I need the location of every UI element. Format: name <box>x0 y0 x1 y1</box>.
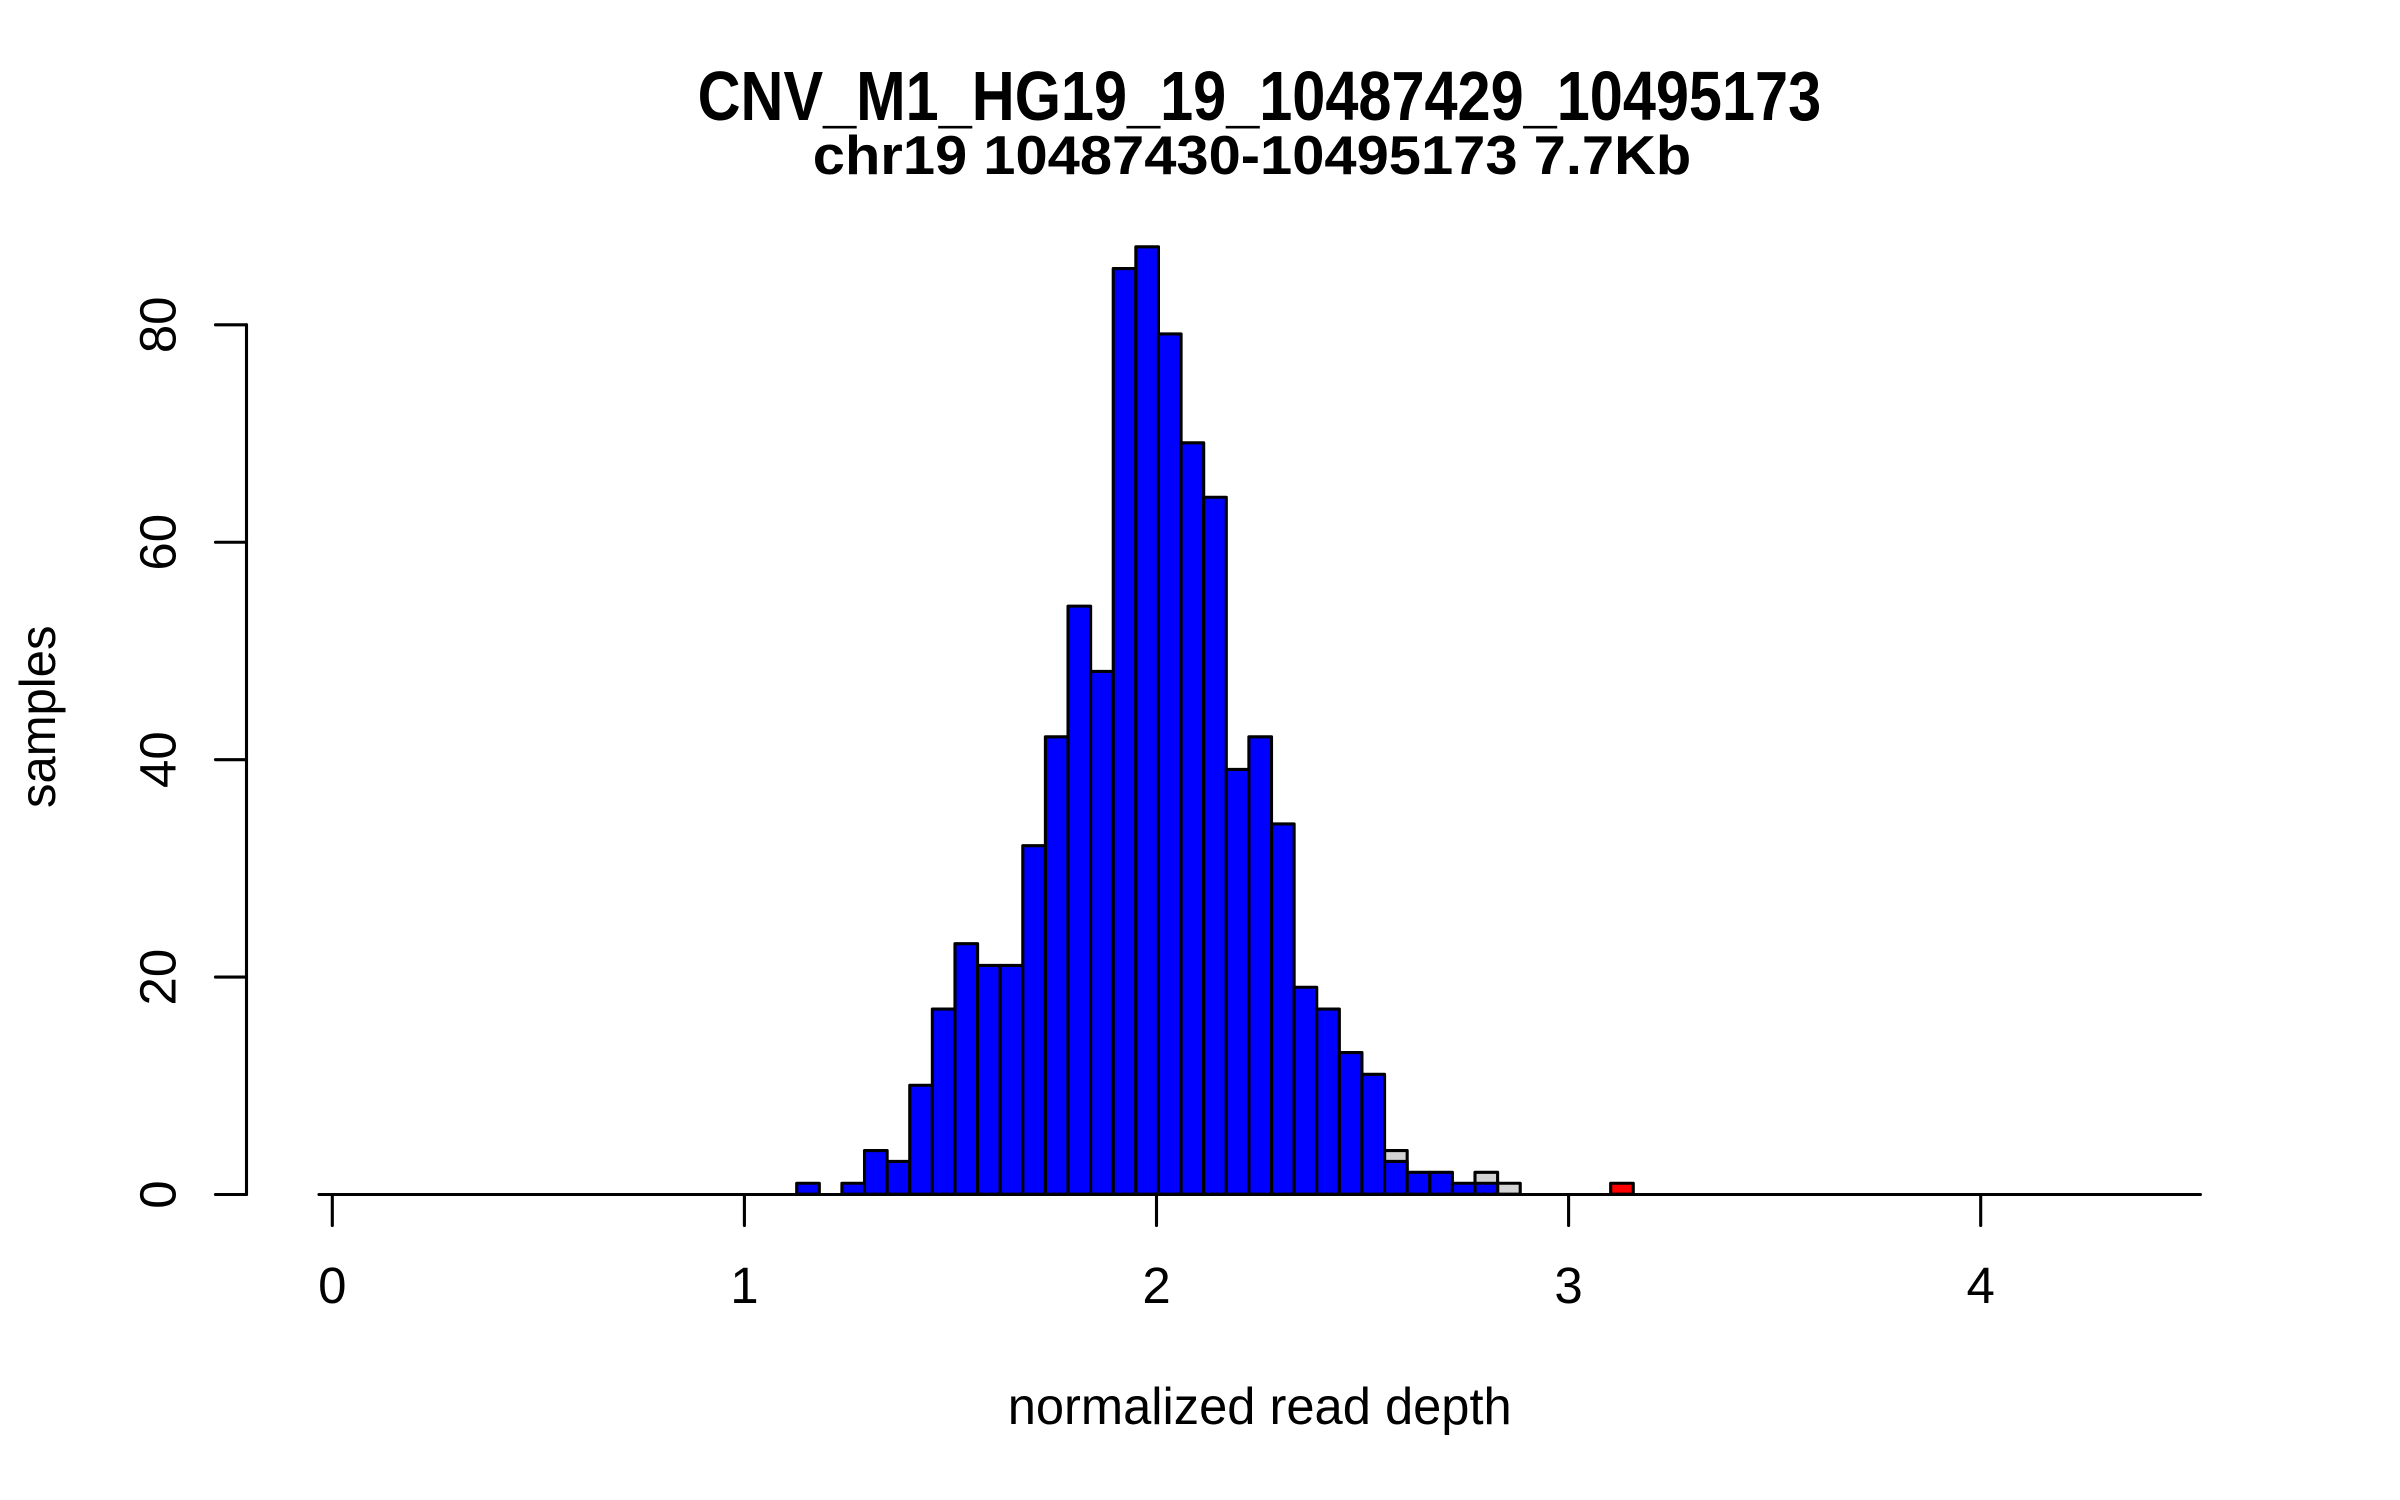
svg-text:4: 4 <box>1967 1257 1995 1314</box>
svg-text:chr19 10487430-10495173 7.7Kb: chr19 10487430-10495173 7.7Kb <box>813 124 1692 186</box>
svg-text:20: 20 <box>129 949 186 1006</box>
svg-text:1: 1 <box>730 1257 758 1314</box>
svg-text:60: 60 <box>129 514 186 571</box>
svg-text:0: 0 <box>318 1257 346 1314</box>
svg-text:samples: samples <box>10 626 66 809</box>
svg-text:40: 40 <box>129 731 186 788</box>
svg-text:3: 3 <box>1554 1257 1582 1314</box>
svg-text:normalized read depth: normalized read depth <box>1008 1378 1512 1436</box>
svg-text:80: 80 <box>129 296 186 353</box>
svg-text:0: 0 <box>129 1180 186 1208</box>
svg-text:CNV_M1_HG19_19_10487429_104951: CNV_M1_HG19_19_10487429_10495173 <box>698 57 1822 135</box>
svg-text:2: 2 <box>1142 1257 1170 1314</box>
